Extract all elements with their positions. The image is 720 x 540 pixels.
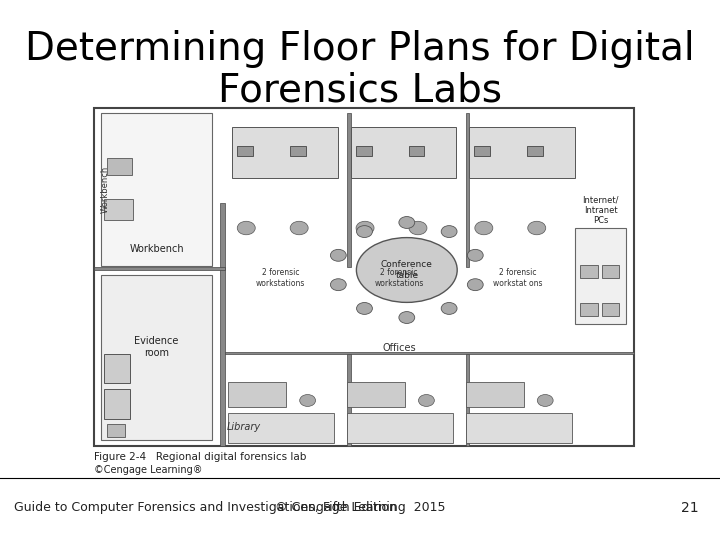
Ellipse shape [409,221,427,235]
Text: Guide to Computer Forensics and Investigations, Fifth Edition: Guide to Computer Forensics and Investig… [14,501,397,514]
Text: 2 forensic
workstations: 2 forensic workstations [256,268,305,288]
Text: © Cengage Learning  2015: © Cengage Learning 2015 [275,501,445,514]
Ellipse shape [399,312,415,323]
Bar [469,127,575,178]
Bar [466,382,524,407]
Text: Offices: Offices [382,343,416,353]
Bar [228,413,334,443]
Bar [602,265,619,278]
Text: Figure 2-4   Regional digital forensics lab: Figure 2-4 Regional digital forensics la… [94,452,306,462]
Ellipse shape [356,221,374,235]
Bar [466,113,469,267]
Text: Evidence
room: Evidence room [135,336,179,357]
Bar [580,303,598,316]
Text: Determining Floor Plans for Digital: Determining Floor Plans for Digital [25,30,695,68]
Bar [466,354,469,446]
Bar [237,146,253,156]
Bar [347,382,405,407]
Ellipse shape [330,279,346,291]
Text: 21: 21 [681,501,698,515]
Ellipse shape [356,226,372,238]
Bar [228,382,287,407]
Bar [527,146,544,156]
Text: Forensics Labs: Forensics Labs [218,71,502,109]
Ellipse shape [330,249,346,261]
Text: Workbench: Workbench [130,245,184,254]
Ellipse shape [528,221,546,235]
Text: 2 forensic
workstat ons: 2 forensic workstat ons [493,268,543,288]
Bar [575,228,626,324]
Ellipse shape [290,221,308,235]
Bar [474,146,490,156]
Bar [356,146,372,156]
Ellipse shape [300,395,315,407]
Bar [347,413,453,443]
Text: 2 forensic
workstations: 2 forensic workstations [374,268,424,288]
Ellipse shape [467,249,483,261]
Ellipse shape [356,302,372,314]
Bar [107,158,132,174]
Text: Conference
table: Conference table [381,260,433,280]
Bar [94,267,225,270]
Ellipse shape [418,395,434,407]
Bar [104,354,130,383]
Bar [220,202,225,446]
Text: Internet/
Intranet
PCs: Internet/ Intranet PCs [582,195,618,225]
Bar [289,146,306,156]
Bar [409,146,425,156]
Bar [602,303,619,316]
Bar [351,127,456,178]
Bar [104,389,130,419]
Bar [466,413,572,443]
Ellipse shape [475,221,493,235]
Bar [107,424,125,437]
Ellipse shape [441,226,457,238]
Bar [347,354,351,446]
Ellipse shape [467,279,483,291]
Ellipse shape [238,221,256,235]
Bar [580,265,598,278]
Ellipse shape [399,217,415,228]
Ellipse shape [441,302,457,314]
Bar [232,127,338,178]
Ellipse shape [537,395,553,407]
Bar [104,199,133,220]
Text: ©Cengage Learning®: ©Cengage Learning® [94,465,202,475]
Text: Workbench: Workbench [101,165,109,213]
Ellipse shape [356,238,457,302]
Text: Library: Library [227,422,261,432]
Bar [225,352,634,354]
Bar [347,113,351,267]
